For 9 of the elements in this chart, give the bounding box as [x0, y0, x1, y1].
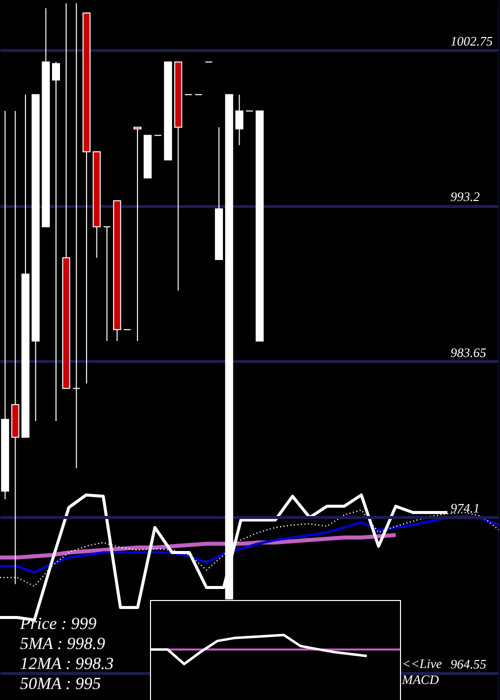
annotation: 50MA : 995: [20, 674, 101, 693]
annotation: 5MA : 998.9: [20, 634, 106, 653]
y-tick-label: 964.55: [450, 656, 487, 672]
y-tick-label: 974.1: [450, 500, 480, 516]
annotation: <<Live MACD: [401, 656, 442, 687]
y-tick-label: 993.2: [450, 189, 480, 204]
y-tick-label: 1002.75: [450, 33, 494, 48]
annotation: 12MA : 998.3: [20, 654, 114, 673]
y-tick-label: 983.65: [450, 344, 487, 360]
